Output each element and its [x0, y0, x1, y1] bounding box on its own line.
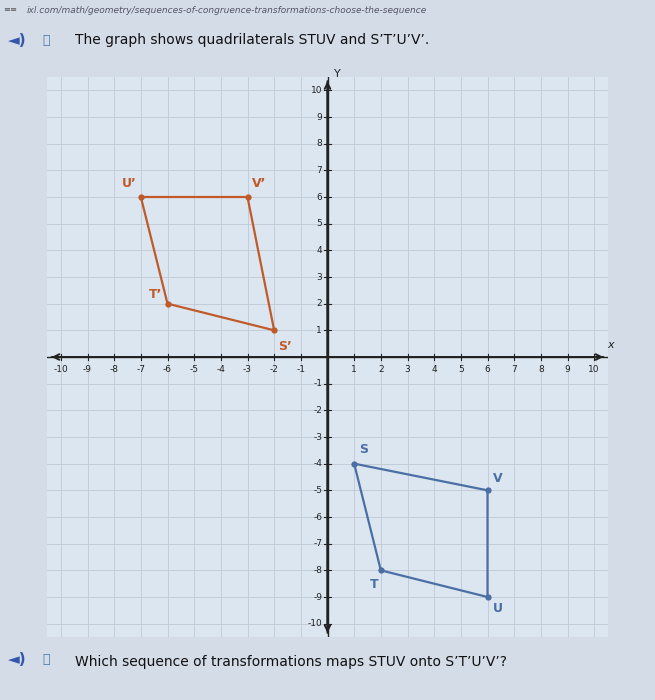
- Text: -9: -9: [83, 365, 92, 374]
- Text: 8: 8: [538, 365, 544, 374]
- Text: 5: 5: [316, 219, 322, 228]
- Text: V: V: [493, 472, 502, 485]
- Text: -6: -6: [163, 365, 172, 374]
- Text: -10: -10: [307, 620, 322, 628]
- Text: -5: -5: [313, 486, 322, 495]
- Text: S: S: [360, 442, 369, 456]
- Text: Which sequence of transformations maps STUV onto S’T’U’V’?: Which sequence of transformations maps S…: [75, 655, 508, 669]
- Text: 3: 3: [316, 272, 322, 281]
- Text: 9: 9: [565, 365, 571, 374]
- Text: 6: 6: [316, 193, 322, 202]
- Text: -4: -4: [313, 459, 322, 468]
- Text: -5: -5: [190, 365, 198, 374]
- Text: 7: 7: [316, 166, 322, 175]
- Text: 1: 1: [316, 326, 322, 335]
- Text: ixl.com/math/geometry/sequences-of-congruence-transformations-choose-the-sequenc: ixl.com/math/geometry/sequences-of-congr…: [26, 6, 426, 15]
- Text: 3: 3: [405, 365, 411, 374]
- Text: -10: -10: [54, 365, 68, 374]
- Text: -8: -8: [109, 365, 119, 374]
- Text: The graph shows quadrilaterals STUV and S’T’U’V’.: The graph shows quadrilaterals STUV and …: [75, 33, 430, 48]
- Text: -7: -7: [136, 365, 145, 374]
- Text: S’: S’: [278, 340, 292, 353]
- Text: 7: 7: [512, 365, 517, 374]
- Text: U: U: [493, 602, 503, 615]
- Text: ≡≡: ≡≡: [3, 5, 17, 14]
- Text: -1: -1: [313, 379, 322, 389]
- Text: 2: 2: [378, 365, 384, 374]
- Text: 5: 5: [458, 365, 464, 374]
- Text: -2: -2: [313, 406, 322, 415]
- Text: -4: -4: [216, 365, 225, 374]
- Text: x: x: [607, 340, 614, 350]
- Text: -6: -6: [313, 512, 322, 522]
- Text: U’: U’: [122, 177, 137, 190]
- Text: 🖼: 🖼: [43, 652, 50, 666]
- Text: ◄): ◄): [8, 33, 26, 48]
- Text: 9: 9: [316, 113, 322, 122]
- Text: 2: 2: [316, 299, 322, 308]
- Text: 10: 10: [588, 365, 600, 374]
- Text: 🖼: 🖼: [43, 34, 50, 47]
- Text: 8: 8: [316, 139, 322, 148]
- Text: 6: 6: [485, 365, 491, 374]
- Text: 1: 1: [351, 365, 357, 374]
- Text: T’: T’: [149, 288, 162, 301]
- Text: ◄): ◄): [8, 652, 26, 666]
- Text: -7: -7: [313, 539, 322, 548]
- Text: -2: -2: [270, 365, 278, 374]
- Text: -3: -3: [243, 365, 252, 374]
- Text: -9: -9: [313, 592, 322, 601]
- Text: 10: 10: [310, 86, 322, 94]
- Text: -3: -3: [313, 433, 322, 442]
- Text: -8: -8: [313, 566, 322, 575]
- Text: 4: 4: [432, 365, 437, 374]
- Text: 4: 4: [316, 246, 322, 255]
- Text: Y: Y: [334, 69, 341, 79]
- Text: T: T: [369, 578, 378, 592]
- Text: V’: V’: [252, 177, 266, 190]
- Text: -1: -1: [296, 365, 305, 374]
